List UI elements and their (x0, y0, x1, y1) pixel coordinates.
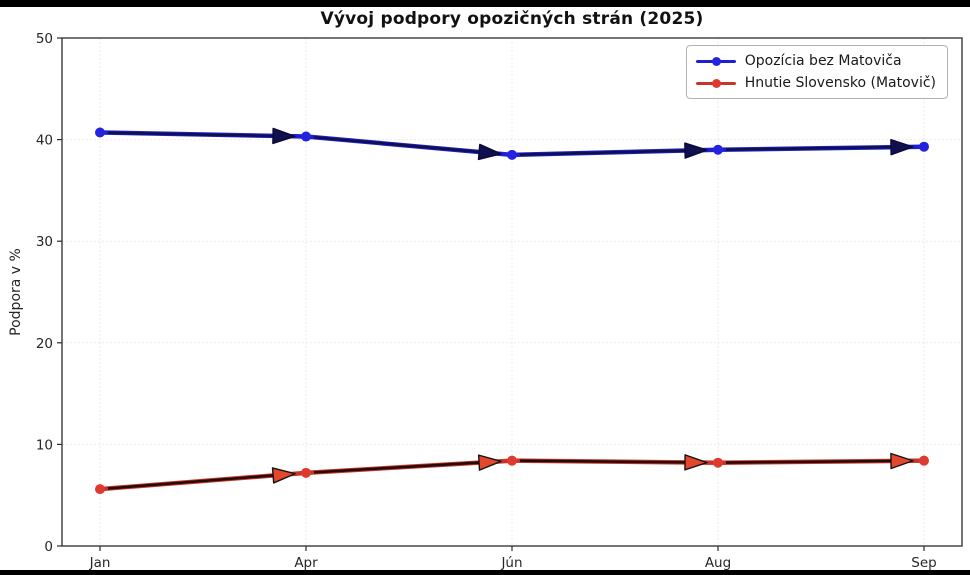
svg-text:50: 50 (36, 31, 53, 47)
svg-text:Jún: Jún (500, 555, 522, 571)
svg-text:Aug: Aug (705, 555, 731, 571)
y-axis-label: Podpora v % (8, 248, 24, 336)
svg-text:Jan: Jan (89, 555, 111, 571)
legend-swatch-blue-line-icon (695, 55, 736, 67)
svg-text:Sep: Sep (911, 555, 936, 571)
svg-text:10: 10 (36, 437, 53, 453)
svg-text:20: 20 (36, 336, 53, 352)
svg-text:Apr: Apr (294, 555, 318, 571)
legend-swatch-red-line-icon (695, 77, 736, 89)
svg-text:40: 40 (36, 133, 53, 149)
legend-label-opposition: Opozícia bez Matoviča (744, 53, 902, 69)
legend: Opozícia bez Matoviča Hnutie Slovensko (… (685, 45, 948, 99)
legend-label-hnutie: Hnutie Slovensko (Matovič) (744, 75, 936, 91)
legend-item-hnutie: Hnutie Slovensko (Matovič) (695, 75, 936, 91)
legend-item-opposition: Opozícia bez Matoviča (695, 53, 936, 69)
top-border-bar (0, 0, 970, 7)
chart-title: Vývoj podpory opozičných strán (2025) (320, 9, 704, 29)
svg-text:0: 0 (44, 539, 53, 555)
bottom-border-bar (0, 570, 970, 575)
svg-text:30: 30 (36, 234, 53, 250)
